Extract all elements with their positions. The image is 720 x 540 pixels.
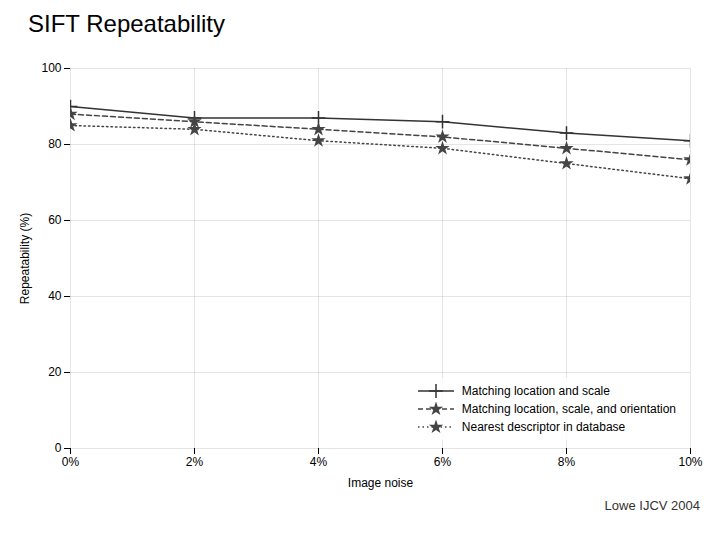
svg-text:Image noise: Image noise [348,476,414,490]
html-text:Lowe IJCV 2004: Lowe IJCV 2004 [604,498,700,513]
html-text:Matching location, scale, and: Matching location, scale, and orientatio… [461,402,676,416]
svg-text:40: 40 [48,289,62,303]
svg-text:20: 20 [48,365,62,379]
svg-text:0: 0 [55,441,62,455]
svg-text:4%: 4% [310,455,328,469]
html-text:SIFT Repeatability: SIFT Repeatability [28,10,225,37]
svg-text:10%: 10% [678,455,702,469]
svg-text:0%: 0% [62,455,80,469]
svg-text:Repeatability (%): Repeatability (%) [18,213,32,304]
svg-text:8%: 8% [558,455,576,469]
svg-text:2%: 2% [186,455,204,469]
svg-text:6%: 6% [434,455,452,469]
html-text:Matching location and scale: Matching location and scale [461,384,610,398]
svg-text:80: 80 [48,137,62,151]
svg-text:60: 60 [48,213,62,227]
svg-text:100: 100 [41,61,61,75]
html-text:Nearest descriptor in database: Nearest descriptor in database [461,420,626,434]
